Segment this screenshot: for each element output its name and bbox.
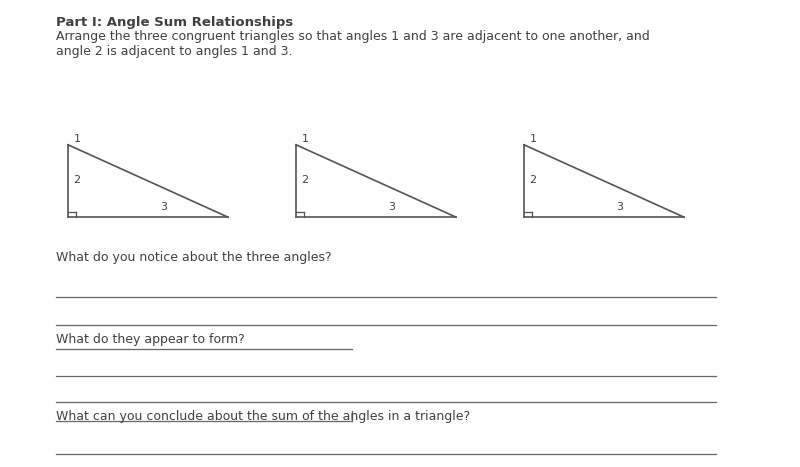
Text: 3: 3: [617, 203, 623, 212]
Text: 1: 1: [302, 134, 309, 144]
Text: What can you conclude about the sum of the angles in a triangle?: What can you conclude about the sum of t…: [56, 410, 470, 423]
Text: 2: 2: [529, 175, 536, 184]
Text: Arrange the three congruent triangles so that angles 1 and 3 are adjacent to one: Arrange the three congruent triangles so…: [56, 30, 650, 58]
Text: What do you notice about the three angles?: What do you notice about the three angle…: [56, 251, 332, 264]
Text: 1: 1: [530, 134, 537, 144]
Text: What do they appear to form?: What do they appear to form?: [56, 333, 245, 346]
Text: Part I: Angle Sum Relationships: Part I: Angle Sum Relationships: [56, 16, 294, 29]
Text: 3: 3: [389, 203, 395, 212]
Text: 2: 2: [301, 175, 308, 184]
Text: 3: 3: [161, 203, 167, 212]
Text: 1: 1: [74, 134, 81, 144]
Text: 2: 2: [73, 175, 80, 184]
